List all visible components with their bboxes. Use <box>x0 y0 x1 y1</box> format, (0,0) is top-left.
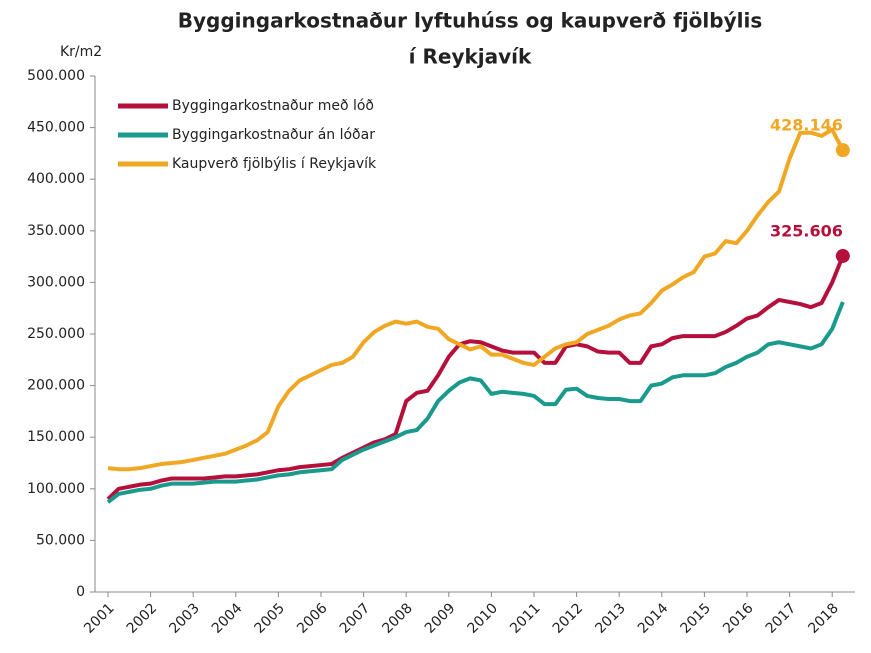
value-label: 325.606 <box>770 221 843 240</box>
y-tick-label: 300.000 <box>27 274 85 290</box>
y-tick-label: 0 <box>76 584 85 600</box>
value-label: 428.146 <box>770 116 843 135</box>
legend-label: Byggingarkostnaður án lóðar <box>172 127 375 143</box>
x-tick-label: 2014 <box>635 600 672 637</box>
series-line <box>107 127 845 472</box>
x-tick-label: 2002 <box>124 600 161 637</box>
x-tick-label: 2010 <box>465 600 502 637</box>
x-tick-label: 2015 <box>678 600 715 637</box>
x-tick-label: 2017 <box>763 600 800 637</box>
x-tick-label: 2009 <box>422 600 459 637</box>
y-tick-label: 100.000 <box>27 481 85 497</box>
series-line <box>106 301 845 504</box>
x-tick-label: 2003 <box>166 600 203 637</box>
end-point <box>835 248 850 263</box>
x-tick-label: 2004 <box>209 600 246 637</box>
x-tick-label: 2001 <box>81 600 118 637</box>
legend-label: Byggingarkostnaður með lóð <box>172 98 374 114</box>
y-axis-label: Kr/m2 <box>60 44 102 60</box>
x-tick-label: 2006 <box>294 600 331 637</box>
x-tick-label: 2013 <box>592 600 629 637</box>
series-line <box>106 255 845 501</box>
y-tick-label: 150.000 <box>27 429 85 445</box>
x-tick-label: 2016 <box>720 600 757 637</box>
legend-label: Kaupverð fjölbýlis í Reykjavík <box>172 156 377 172</box>
end-point <box>835 143 850 158</box>
x-tick-label: 2007 <box>337 600 374 637</box>
y-tick-label: 500.000 <box>27 68 85 84</box>
chart-title: í Reykjavík <box>409 45 532 69</box>
y-tick-label: 450.000 <box>27 120 85 136</box>
x-tick-label: 2005 <box>252 600 289 637</box>
x-tick-label: 2012 <box>550 600 587 637</box>
x-tick-label: 2011 <box>507 600 544 637</box>
chart-title: Byggingarkostnaður lyftuhúss og kaupverð… <box>178 9 763 33</box>
y-tick-label: 350.000 <box>27 223 85 239</box>
y-tick-label: 50.000 <box>36 532 85 548</box>
y-tick-label: 400.000 <box>27 171 85 187</box>
x-tick-label: 2018 <box>805 600 842 637</box>
x-tick-label: 2008 <box>379 600 416 637</box>
y-tick-label: 200.000 <box>27 378 85 394</box>
y-tick-label: 250.000 <box>27 326 85 342</box>
